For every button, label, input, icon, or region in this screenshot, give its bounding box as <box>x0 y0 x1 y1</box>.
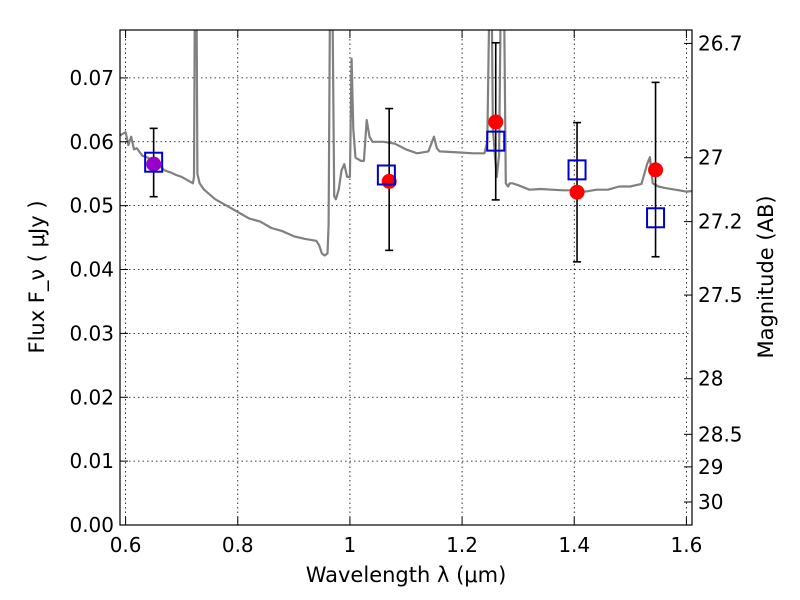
model-flux-box <box>646 207 666 229</box>
mag-tick-label: 29 <box>698 455 723 479</box>
y-tick-label: 0.05 <box>69 194 114 218</box>
mag-tick-label: 28.5 <box>698 422 743 446</box>
mag-tick-label: 26.7 <box>698 31 743 55</box>
y-tick-label: 0.07 <box>69 66 114 90</box>
mag-tick-label: 28 <box>698 367 723 391</box>
y-tick-label: 0.04 <box>69 258 114 282</box>
y-tick-label: 0.02 <box>69 385 114 409</box>
y-tick-label: 0.01 <box>69 449 114 473</box>
x-tick-label: 0.6 <box>110 533 142 557</box>
model-flux-box <box>486 130 506 152</box>
observed-flux-point <box>488 114 504 130</box>
observed-flux-point <box>648 162 664 178</box>
y-tick-label: 0.00 <box>69 513 114 537</box>
observed-flux-point <box>569 184 585 200</box>
plot-area <box>120 30 692 263</box>
plot-frame <box>119 29 693 526</box>
y-tick-label: 0.06 <box>69 130 114 154</box>
x-axis-label: Wavelength λ (μm) <box>306 563 507 587</box>
mag-tick-label: 27.5 <box>698 283 743 307</box>
model-flux-box <box>376 164 396 186</box>
right-axis-label: Magnitude (AB) <box>754 195 778 358</box>
x-tick-label: 1.6 <box>670 533 702 557</box>
x-tick-label: 0.8 <box>222 533 254 557</box>
x-tick-label: 1.2 <box>446 533 478 557</box>
axis-ticks: 0.6 0.8 1 1.2 1.4 1.6 0.00 0.01 0.02 0.03 0.04 0.05… <box>69 30 743 557</box>
x-tick-label: 1.4 <box>558 533 590 557</box>
model-spectrum-line <box>120 30 692 257</box>
mag-tick-label: 27.2 <box>698 210 743 234</box>
mag-tick-label: 27 <box>698 146 723 170</box>
observed-flux-point <box>146 156 162 172</box>
model-flux-box <box>144 151 164 173</box>
mag-tick-label: 30 <box>698 490 723 514</box>
model-flux-box <box>567 159 587 181</box>
y-tick-label: 0.03 <box>69 321 114 345</box>
x-tick-label: 1 <box>344 533 357 557</box>
y-axis-label: Flux F_ν ( μJy ) <box>25 200 50 353</box>
